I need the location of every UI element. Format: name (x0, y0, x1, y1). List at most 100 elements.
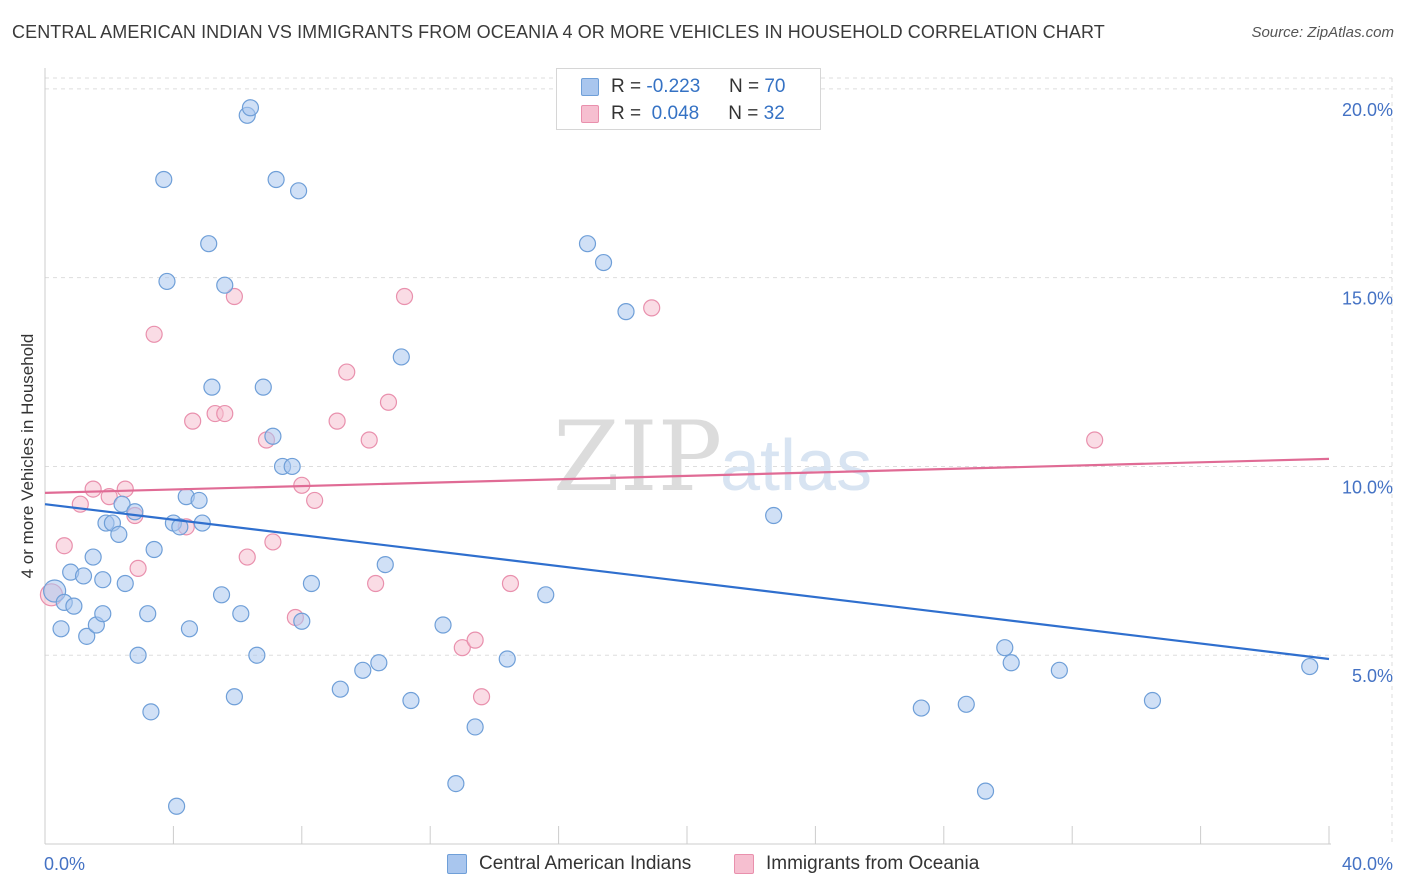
point-central-american-indians (594, 253, 613, 272)
point-central-american-indians (996, 639, 1014, 657)
point-central-american-indians (283, 457, 301, 476)
axes (44, 68, 1331, 845)
point-central-american-indians (190, 491, 208, 510)
point-central-american-indians (537, 586, 555, 604)
point-central-american-indians (578, 235, 597, 253)
legend-r-label: R = (611, 76, 642, 97)
point-immigrants-from-oceania (395, 287, 414, 306)
point-immigrants-from-oceania (116, 480, 134, 498)
point-central-american-indians (110, 525, 128, 544)
legend-n-label: N = (728, 103, 759, 124)
x-tick-label: 40.0% (1342, 854, 1393, 874)
point-central-american-indians (447, 774, 465, 793)
trend-line-central-american-indians (44, 503, 1330, 661)
point-central-american-indians (74, 567, 93, 585)
bottom-legend-label: Central American Indians (479, 853, 692, 874)
point-central-american-indians (254, 378, 272, 396)
point-immigrants-from-oceania (367, 574, 385, 593)
point-central-american-indians (498, 650, 516, 668)
point-central-american-indians (200, 235, 218, 253)
bottom-legend-swatch-pink (734, 854, 754, 874)
bottom-legend-swatch-blue (447, 854, 467, 874)
point-central-american-indians (94, 605, 112, 623)
point-central-american-indians (264, 427, 282, 445)
point-central-american-indians (168, 797, 186, 815)
point-central-american-indians (1050, 661, 1068, 679)
point-central-american-indians (212, 586, 231, 604)
point-immigrants-from-oceania (501, 574, 520, 593)
point-central-american-indians (957, 695, 975, 713)
y-tick-label: 5.0% (1352, 666, 1393, 686)
point-immigrants-from-oceania (306, 491, 324, 510)
point-central-american-indians (180, 620, 199, 638)
point-central-american-indians (116, 574, 134, 593)
watermark: ZIP atlas (553, 401, 872, 513)
legend-r-value: 0.048 (651, 103, 700, 124)
bottom-legend-immigrants-from-oceania: Immigrants from Oceania (734, 852, 979, 876)
y-tick-label: 15.0% (1342, 289, 1393, 309)
point-immigrants-from-oceania (129, 559, 147, 577)
point-central-american-indians (1002, 654, 1020, 672)
point-immigrants-from-oceania (379, 393, 398, 411)
legend-swatch-blue (581, 78, 599, 96)
point-central-american-indians (976, 782, 995, 800)
x-tick-label: 0.0% (44, 854, 85, 874)
point-central-american-indians (370, 654, 388, 672)
legend-swatch-pink (581, 105, 599, 123)
trend-line-immigrants-from-oceania (44, 457, 1330, 494)
y-tick-label: 10.0% (1342, 477, 1393, 497)
data-points (39, 99, 1319, 815)
y-tick-label: 20.0% (1342, 100, 1393, 120)
point-central-american-indians (171, 518, 189, 536)
point-central-american-indians (158, 272, 176, 291)
point-immigrants-from-oceania (643, 299, 661, 317)
point-central-american-indians (113, 495, 131, 513)
point-central-american-indians (65, 597, 83, 615)
point-immigrants-from-oceania (338, 363, 356, 381)
bottom-legend-central-american-indians: Central American Indians (447, 852, 691, 876)
point-central-american-indians (94, 571, 112, 589)
point-immigrants-from-oceania (238, 548, 256, 566)
point-central-american-indians (1143, 691, 1162, 710)
tick-labels: 5.0% 10.0% 15.0% 20.0% 0.0% 40.0% (44, 100, 1393, 874)
point-central-american-indians (392, 348, 410, 366)
point-immigrants-from-oceania (466, 631, 484, 649)
point-central-american-indians (126, 503, 144, 521)
point-immigrants-from-oceania (100, 488, 118, 506)
point-central-american-indians (765, 506, 783, 525)
legend-row-central-american-indians: R = -0.223 N = 70 (581, 75, 785, 99)
point-immigrants-from-oceania (216, 404, 234, 423)
point-central-american-indians (216, 276, 234, 294)
point-central-american-indians (248, 646, 266, 664)
point-central-american-indians (466, 718, 484, 736)
trend-lines (44, 457, 1330, 661)
point-central-american-indians (267, 170, 285, 189)
point-immigrants-from-oceania (184, 412, 202, 430)
point-immigrants-from-oceania (225, 287, 243, 306)
legend-r-label: R = (611, 103, 642, 124)
point-immigrants-from-oceania (55, 537, 73, 555)
legend-n-value: 70 (764, 76, 786, 97)
point-central-american-indians (434, 616, 452, 634)
point-central-american-indians (354, 661, 372, 679)
point-central-american-indians (289, 182, 308, 200)
point-immigrants-from-oceania (360, 431, 378, 449)
point-central-american-indians (203, 378, 221, 396)
point-central-american-indians (139, 605, 157, 623)
point-central-american-indians (78, 627, 96, 645)
point-central-american-indians (376, 556, 394, 574)
point-central-american-indians (145, 540, 163, 559)
correlation-legend: R = -0.223 N = 70 R = 0.048 N = 32 (556, 68, 821, 130)
source-label: Source: ZipAtlas.com (1251, 24, 1394, 41)
point-central-american-indians (52, 620, 70, 638)
point-immigrants-from-oceania (1086, 431, 1104, 449)
point-central-american-indians (293, 612, 311, 630)
point-central-american-indians (1301, 657, 1319, 676)
legend-n-value: 32 (763, 103, 785, 124)
point-central-american-indians (302, 574, 321, 593)
watermark-zip: ZIP (553, 401, 722, 513)
point-central-american-indians (129, 646, 147, 664)
point-central-american-indians (225, 688, 243, 706)
point-central-american-indians (155, 170, 173, 189)
